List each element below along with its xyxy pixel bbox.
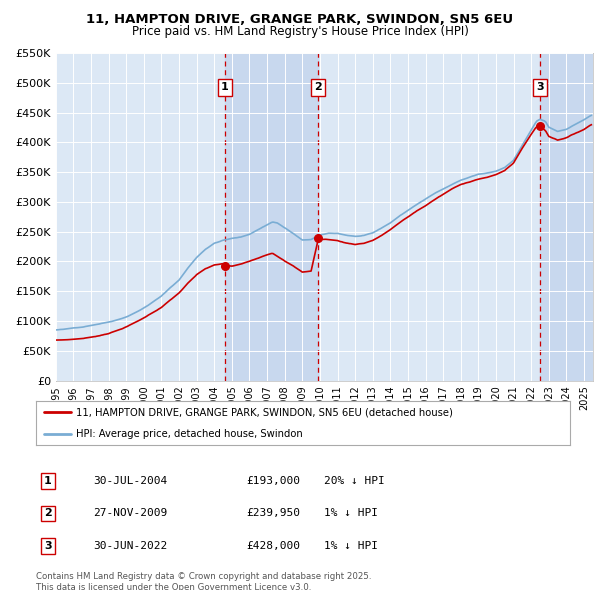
- Bar: [540, 53, 593, 381]
- Text: 30-JUL-2004: 30-JUL-2004: [93, 476, 167, 486]
- Text: 11, HAMPTON DRIVE, GRANGE PARK, SWINDON, SN5 6EU: 11, HAMPTON DRIVE, GRANGE PARK, SWINDON,…: [86, 13, 514, 26]
- Text: 2: 2: [314, 83, 322, 93]
- Text: Price paid vs. HM Land Registry's House Price Index (HPI): Price paid vs. HM Land Registry's House …: [131, 25, 469, 38]
- Bar: [224, 53, 319, 381]
- Text: 1% ↓ HPI: 1% ↓ HPI: [324, 509, 378, 518]
- Text: Contains HM Land Registry data © Crown copyright and database right 2025.
This d: Contains HM Land Registry data © Crown c…: [36, 572, 371, 590]
- Text: 1% ↓ HPI: 1% ↓ HPI: [324, 541, 378, 550]
- Text: 3: 3: [44, 541, 52, 550]
- Text: £193,000: £193,000: [246, 476, 300, 486]
- Text: 3: 3: [536, 83, 544, 93]
- Text: 1: 1: [44, 476, 52, 486]
- Text: 30-JUN-2022: 30-JUN-2022: [93, 541, 167, 550]
- Text: 1: 1: [221, 83, 229, 93]
- Text: HPI: Average price, detached house, Swindon: HPI: Average price, detached house, Swin…: [76, 430, 303, 440]
- Text: 2: 2: [44, 509, 52, 518]
- Text: 20% ↓ HPI: 20% ↓ HPI: [324, 476, 385, 486]
- Text: £428,000: £428,000: [246, 541, 300, 550]
- Text: 11, HAMPTON DRIVE, GRANGE PARK, SWINDON, SN5 6EU (detached house): 11, HAMPTON DRIVE, GRANGE PARK, SWINDON,…: [76, 407, 453, 417]
- Text: 27-NOV-2009: 27-NOV-2009: [93, 509, 167, 518]
- Text: £239,950: £239,950: [246, 509, 300, 518]
